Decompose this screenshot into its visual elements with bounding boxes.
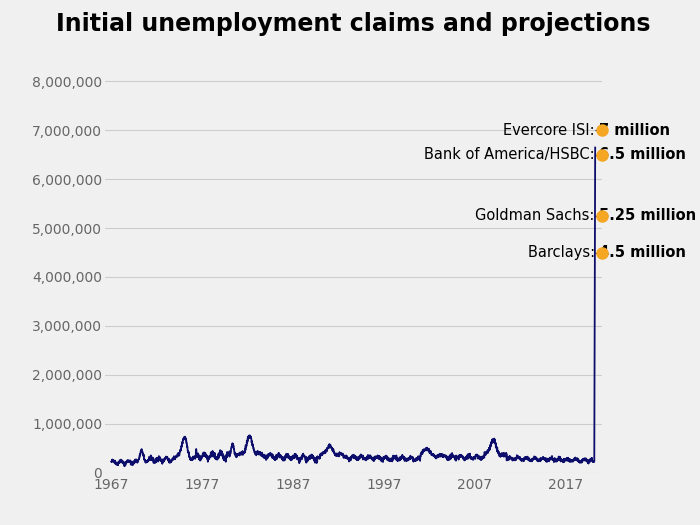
Text: 7 million: 7 million	[599, 123, 671, 138]
Text: Goldman Sachs:: Goldman Sachs:	[475, 208, 599, 223]
Text: 5.25 million: 5.25 million	[599, 208, 696, 223]
Title: Initial unemployment claims and projections: Initial unemployment claims and projecti…	[56, 12, 651, 36]
Text: 4.5 million: 4.5 million	[599, 245, 686, 260]
Text: Barclays:: Barclays:	[528, 245, 599, 260]
Text: Evercore ISI:: Evercore ISI:	[503, 123, 599, 138]
Text: 6.5 million: 6.5 million	[599, 148, 686, 162]
Text: Bank of America/HSBC:: Bank of America/HSBC:	[424, 148, 599, 162]
